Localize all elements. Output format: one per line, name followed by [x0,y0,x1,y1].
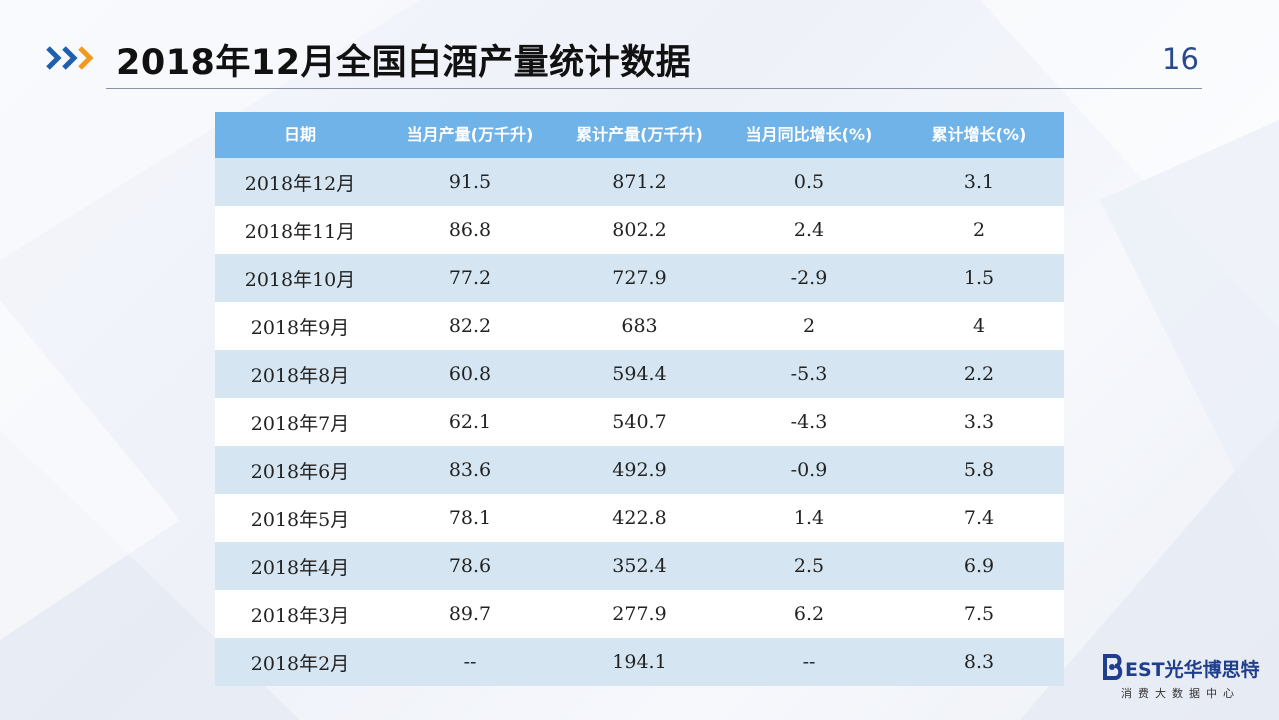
table-row: 2018年4月 78.6 352.4 2.5 6.9 [215,542,1064,590]
column-header-cumulative-output: 累计产量(万千升) [555,112,724,158]
cell-cumulative-growth: 3.3 [894,398,1064,446]
table-row: 2018年10月 77.2 727.9 -2.9 1.5 [215,254,1064,302]
cell-date: 2018年10月 [215,254,385,302]
cell-monthly-output: 89.7 [385,590,555,638]
cell-cumulative-growth: 2 [894,206,1064,254]
cell-date: 2018年6月 [215,446,385,494]
cell-date: 2018年3月 [215,590,385,638]
cell-cumulative-growth: 7.5 [894,590,1064,638]
brand-name: EST光华博思特 [1125,659,1260,681]
cell-cumulative-output: 492.9 [555,446,724,494]
cell-cumulative-output: 594.4 [555,350,724,398]
column-header-date: 日期 [215,112,385,158]
cell-date: 2018年5月 [215,494,385,542]
cell-cumulative-growth: 2.2 [894,350,1064,398]
cell-monthly-yoy-growth: 6.2 [724,590,894,638]
column-header-monthly-yoy-growth: 当月同比增长(%) [724,112,894,158]
liquor-production-table: 日期 当月产量(万千升) 累计产量(万千升) 当月同比增长(%) 累计增长(%)… [215,112,1064,686]
cell-monthly-yoy-growth: -2.9 [724,254,894,302]
data-table-container: 日期 当月产量(万千升) 累计产量(万千升) 当月同比增长(%) 累计增长(%)… [215,112,1064,686]
table-row: 2018年3月 89.7 277.9 6.2 7.5 [215,590,1064,638]
cell-monthly-yoy-growth: 1.4 [724,494,894,542]
column-header-cumulative-growth: 累计增长(%) [894,112,1064,158]
cell-date: 2018年11月 [215,206,385,254]
cell-cumulative-growth: 4 [894,302,1064,350]
cell-cumulative-growth: 5.8 [894,446,1064,494]
header-divider [106,88,1202,89]
cell-cumulative-growth: 1.5 [894,254,1064,302]
column-header-monthly-output: 当月产量(万千升) [385,112,555,158]
cell-date: 2018年7月 [215,398,385,446]
cell-cumulative-output: 802.2 [555,206,724,254]
cell-monthly-yoy-growth: -4.3 [724,398,894,446]
chevron-right-arrows-icon [46,46,94,70]
table-row: 2018年8月 60.8 594.4 -5.3 2.2 [215,350,1064,398]
cell-cumulative-growth: 6.9 [894,542,1064,590]
cell-monthly-output: -- [385,638,555,686]
cell-cumulative-growth: 3.1 [894,158,1064,206]
cell-monthly-yoy-growth: 2.4 [724,206,894,254]
cell-monthly-output: 86.8 [385,206,555,254]
cell-monthly-yoy-growth: 2.5 [724,542,894,590]
cell-date: 2018年8月 [215,350,385,398]
cell-monthly-yoy-growth: 0.5 [724,158,894,206]
page-title: 2018年12月全国白酒产量统计数据 [116,43,692,83]
cell-monthly-output: 77.2 [385,254,555,302]
page-number: 16 [1162,42,1199,76]
cell-monthly-output: 83.6 [385,446,555,494]
cell-monthly-output: 91.5 [385,158,555,206]
cell-cumulative-growth: 7.4 [894,494,1064,542]
cell-cumulative-output: 352.4 [555,542,724,590]
cell-date: 2018年4月 [215,542,385,590]
cell-monthly-output: 82.2 [385,302,555,350]
table-row: 2018年9月 82.2 683 2 4 [215,302,1064,350]
table-row: 2018年6月 83.6 492.9 -0.9 5.8 [215,446,1064,494]
cell-monthly-yoy-growth: -5.3 [724,350,894,398]
table-row: 2018年11月 86.8 802.2 2.4 2 [215,206,1064,254]
cell-cumulative-output: 683 [555,302,724,350]
cell-monthly-output: 78.6 [385,542,555,590]
cell-cumulative-output: 540.7 [555,398,724,446]
cell-cumulative-output: 871.2 [555,158,724,206]
cell-monthly-yoy-growth: -0.9 [724,446,894,494]
table-row: 2018年2月 -- 194.1 -- 8.3 [215,638,1064,686]
table-row: 2018年7月 62.1 540.7 -4.3 3.3 [215,398,1064,446]
brand-logo: EST光华博思特 消费大数据中心 [1101,654,1263,706]
cell-cumulative-growth: 8.3 [894,638,1064,686]
cell-monthly-yoy-growth: 2 [724,302,894,350]
cell-date: 2018年12月 [215,158,385,206]
brand-subtitle: 消费大数据中心 [1121,687,1240,700]
table-row: 2018年5月 78.1 422.8 1.4 7.4 [215,494,1064,542]
brand-b-mark-icon [1103,654,1123,680]
cell-monthly-output: 60.8 [385,350,555,398]
cell-monthly-yoy-growth: -- [724,638,894,686]
cell-monthly-output: 78.1 [385,494,555,542]
cell-date: 2018年2月 [215,638,385,686]
cell-monthly-output: 62.1 [385,398,555,446]
cell-cumulative-output: 727.9 [555,254,724,302]
cell-cumulative-output: 194.1 [555,638,724,686]
table-header-row: 日期 当月产量(万千升) 累计产量(万千升) 当月同比增长(%) 累计增长(%) [215,112,1064,158]
cell-cumulative-output: 277.9 [555,590,724,638]
cell-date: 2018年9月 [215,302,385,350]
table-row: 2018年12月 91.5 871.2 0.5 3.1 [215,158,1064,206]
cell-cumulative-output: 422.8 [555,494,724,542]
